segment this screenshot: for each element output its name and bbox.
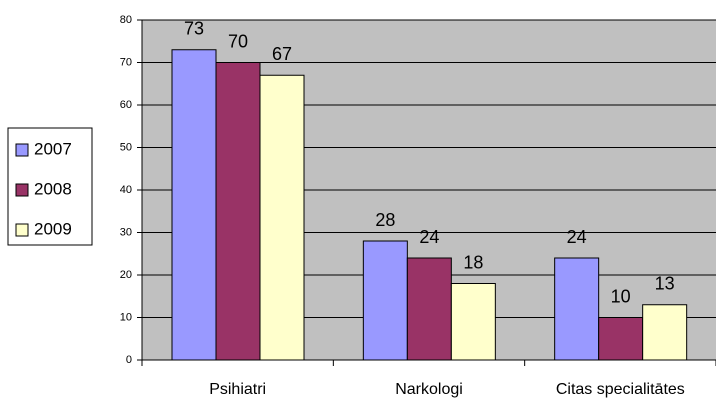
bar (554, 257, 600, 361)
legend-label: 2007 (34, 139, 72, 158)
bar (215, 62, 261, 361)
legend-swatch (15, 183, 29, 197)
data-label: 24 (419, 227, 439, 247)
bar (259, 74, 305, 361)
bar (406, 257, 452, 361)
x-tick-label: Psihiatri (209, 381, 266, 398)
legend-swatch (15, 223, 29, 237)
bar (642, 304, 688, 361)
legend-label: 2008 (34, 179, 72, 198)
data-label: 13 (655, 274, 675, 294)
y-tick-label: 10 (120, 311, 132, 323)
y-tick-label: 0 (126, 354, 132, 366)
y-tick-label: 20 (120, 269, 132, 281)
bar (450, 283, 496, 361)
x-tick-label: Narkologi (395, 381, 463, 398)
data-label: 18 (463, 252, 483, 272)
data-label: 28 (375, 210, 395, 230)
data-label: 24 (567, 227, 587, 247)
x-tick-label: Citas specialitātes (556, 381, 685, 398)
bar (171, 49, 217, 361)
legend-swatch (15, 143, 29, 157)
data-label: 67 (272, 44, 292, 64)
y-tick-label: 40 (120, 184, 132, 196)
data-label: 70 (228, 31, 248, 51)
y-tick-label: 30 (120, 226, 132, 238)
bar (362, 240, 408, 361)
y-tick-label: 70 (120, 56, 132, 68)
data-label: 10 (611, 286, 631, 306)
bar (598, 317, 644, 361)
data-label: 73 (184, 19, 204, 39)
y-tick-label: 80 (120, 14, 132, 26)
legend-label: 2009 (34, 219, 72, 238)
y-tick-label: 60 (120, 99, 132, 111)
y-tick-label: 50 (120, 141, 132, 153)
